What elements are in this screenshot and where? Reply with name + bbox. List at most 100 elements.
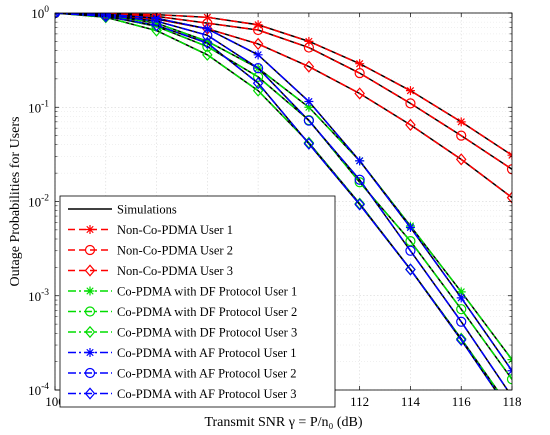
y-tick-base: 10 [31, 6, 44, 21]
legend-item: Non-Co-PDMA User 2 [68, 244, 233, 258]
legend-item: Non-Co-PDMA User 1 [68, 223, 233, 237]
legend-marker [85, 225, 95, 234]
data-point [202, 24, 212, 34]
series-9 [55, 13, 497, 390]
legend-label: Co-PDMA with DF Protocol User 2 [117, 305, 297, 319]
series-1 [55, 13, 512, 160]
data-point [303, 115, 314, 126]
legend-label: Non-Co-PDMA User 1 [117, 223, 233, 237]
data-point [202, 36, 213, 50]
data-point [152, 13, 162, 23]
legend-label: Co-PDMA with AF Protocol User 1 [117, 346, 297, 360]
legend-item: Co-PDMA with DF Protocol User 2 [68, 305, 297, 319]
data-point [455, 333, 467, 347]
data-point [456, 293, 466, 303]
y-tick-label: 10-2 [28, 194, 49, 210]
series-8 [55, 13, 509, 390]
data-point [304, 102, 314, 112]
legend-item: Co-PDMA with AF Protocol User 1 [68, 346, 297, 360]
data-point [506, 374, 512, 385]
y-tick-base: 10 [28, 383, 41, 398]
legend-label: Co-PDMA with AF Protocol User 3 [117, 387, 297, 401]
series-line [55, 13, 512, 372]
y-tick-label: 10-4 [28, 382, 49, 398]
y-tick-exponent: -3 [41, 288, 49, 298]
data-point [506, 191, 512, 204]
data-point [151, 19, 162, 32]
legend-item: Co-PDMA with AF Protocol User 2 [68, 367, 297, 381]
data-point [455, 153, 467, 166]
legend-box [59, 195, 336, 408]
x-axis-label: Transmit SNR γ = P/n₀ (dB) [204, 415, 362, 430]
data-point [303, 137, 315, 150]
data-point [253, 50, 263, 60]
legend-label: Co-PDMA with DF Protocol User 1 [117, 285, 297, 299]
y-tick-base: 10 [28, 289, 41, 304]
data-point [202, 36, 212, 46]
data-point [202, 30, 213, 41]
x-tick-label: 114 [401, 394, 421, 409]
legend-item: Co-PDMA with AF Protocol User 3 [68, 387, 297, 401]
data-point [456, 287, 466, 297]
legend-marker [84, 325, 96, 339]
data-point [405, 98, 416, 109]
data-point [456, 316, 467, 327]
data-point [405, 222, 415, 232]
series-7 [55, 13, 512, 376]
data-point [405, 86, 415, 96]
legend-marker [84, 387, 96, 400]
data-point [354, 177, 365, 188]
data-point [202, 48, 213, 61]
x-tick-label: 112 [350, 394, 369, 409]
legend-marker [85, 348, 95, 357]
legend-marker [85, 286, 95, 296]
data-point [354, 198, 365, 211]
data-point [202, 13, 212, 22]
data-point [304, 36, 314, 46]
data-point [405, 236, 416, 247]
data-point [456, 117, 466, 127]
y-tick-exponent: -1 [41, 99, 49, 109]
data-point [253, 20, 263, 30]
series-line [55, 13, 512, 156]
plot-series [55, 13, 512, 390]
legend-item: Simulations [68, 203, 177, 217]
series-line [55, 13, 512, 199]
legend-item: Non-Co-PDMA User 3 [68, 264, 233, 278]
data-point [354, 68, 365, 79]
series-line [55, 13, 497, 390]
series-3 [55, 13, 512, 204]
legend-marker [84, 306, 96, 317]
data-point [100, 13, 112, 23]
legend-label: Non-Co-PDMA User 2 [117, 244, 233, 258]
data-point [456, 304, 467, 315]
legend-marker [84, 244, 96, 256]
y-tick-base: 10 [28, 100, 41, 115]
simulation-line [55, 13, 512, 199]
data-point [405, 245, 416, 256]
legend-marker [84, 264, 96, 277]
simulation-line [55, 13, 512, 156]
data-point [303, 42, 314, 53]
y-axis-label: Outage Probabilities for Users [8, 117, 23, 287]
legend-item: Co-PDMA with DF Protocol User 1 [68, 285, 297, 299]
y-tick-exponent: -4 [41, 382, 49, 392]
data-point [253, 63, 264, 74]
x-tick-label: 118 [502, 394, 521, 409]
simulation-line [55, 13, 512, 170]
data-point [304, 97, 314, 107]
data-point [252, 77, 264, 90]
series-line [55, 13, 512, 170]
data-point [100, 13, 111, 21]
data-point [252, 37, 264, 51]
legend-item: Co-PDMA with DF Protocol User 3 [68, 326, 297, 340]
data-point [355, 156, 365, 166]
data-point [202, 22, 213, 35]
data-point [405, 118, 416, 131]
data-point [252, 84, 264, 97]
data-point [354, 87, 365, 100]
legend-label: Co-PDMA with DF Protocol User 3 [117, 326, 297, 340]
legend: Simulations Non-Co-PDMA User 1 Non-Co-PDMA… [59, 195, 336, 408]
data-point [456, 130, 467, 141]
